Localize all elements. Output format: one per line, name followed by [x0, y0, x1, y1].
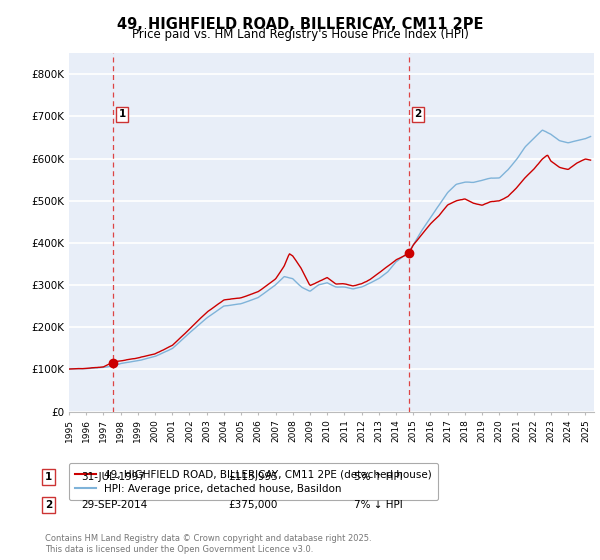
Text: £375,000: £375,000	[228, 500, 277, 510]
Text: Price paid vs. HM Land Registry's House Price Index (HPI): Price paid vs. HM Land Registry's House …	[131, 28, 469, 41]
Text: 7% ↓ HPI: 7% ↓ HPI	[354, 500, 403, 510]
Text: Contains HM Land Registry data © Crown copyright and database right 2025.
This d: Contains HM Land Registry data © Crown c…	[45, 534, 371, 554]
Text: 1: 1	[45, 472, 52, 482]
Text: 49, HIGHFIELD ROAD, BILLERICAY, CM11 2PE: 49, HIGHFIELD ROAD, BILLERICAY, CM11 2PE	[117, 17, 483, 32]
Text: 29-SEP-2014: 29-SEP-2014	[81, 500, 147, 510]
Legend: 49, HIGHFIELD ROAD, BILLERICAY, CM11 2PE (detached house), HPI: Average price, d: 49, HIGHFIELD ROAD, BILLERICAY, CM11 2PE…	[69, 464, 439, 500]
Text: 2: 2	[414, 109, 421, 119]
Text: £115,995: £115,995	[228, 472, 278, 482]
Text: 5% ↑ HPI: 5% ↑ HPI	[354, 472, 403, 482]
Text: 1: 1	[119, 109, 126, 119]
Text: 31-JUL-1997: 31-JUL-1997	[81, 472, 145, 482]
Text: 2: 2	[45, 500, 52, 510]
